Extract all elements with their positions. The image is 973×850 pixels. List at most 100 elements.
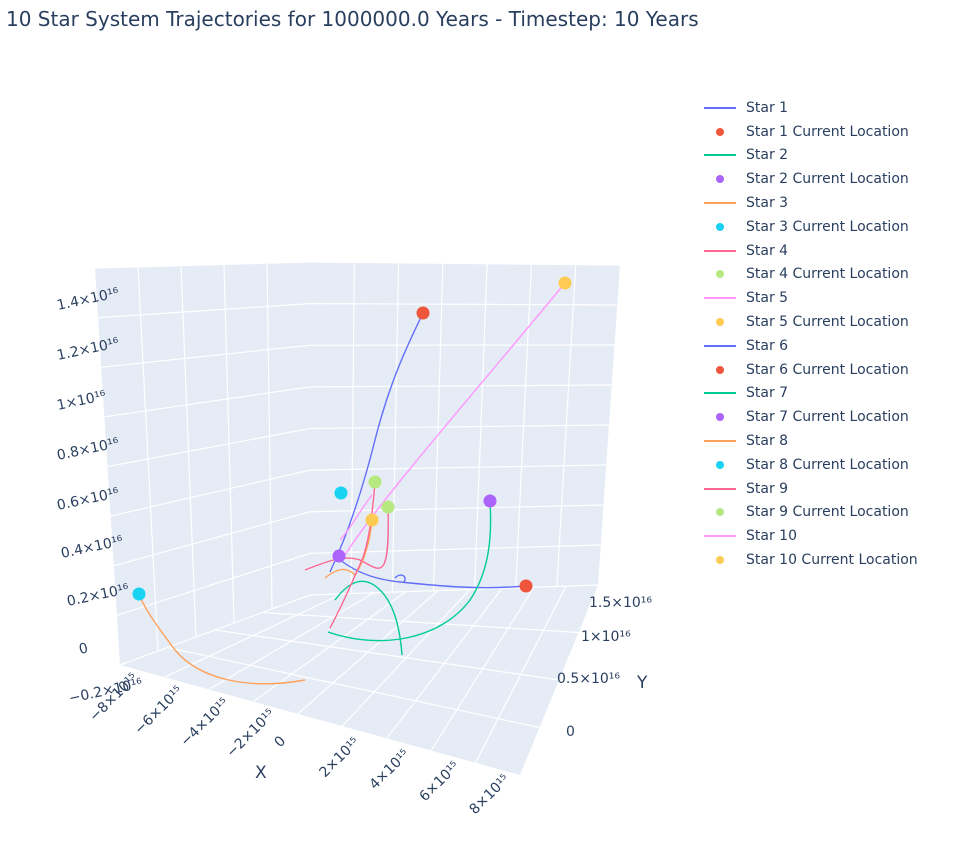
legend-item-star-9[interactable]: Star 9 — [700, 477, 970, 501]
legend-line-swatch — [700, 101, 740, 115]
legend-item-star-5[interactable]: Star 5 — [700, 286, 970, 310]
legend-line-swatch — [700, 291, 740, 305]
x-tick-label: 6×10¹⁵ — [417, 758, 463, 804]
marker-star-10-current[interactable] — [558, 276, 572, 290]
grid-line — [432, 263, 444, 591]
y-axis-title: Y — [636, 673, 648, 693]
grid-line — [223, 264, 235, 624]
trajectories — [138, 282, 566, 685]
x-tick-label: −4×10¹⁵ — [178, 695, 233, 750]
marker-star-4-current[interactable] — [368, 475, 382, 489]
grid-line — [98, 303, 311, 319]
z-tick-label: 0 — [78, 640, 90, 658]
grid-line — [309, 544, 601, 554]
grid-line — [107, 427, 311, 468]
legend-item-star-7-current[interactable]: Star 7 Current Location — [700, 405, 970, 429]
trajectory-star-10 — [344, 282, 566, 556]
legend[interactable]: Star 1 Star 1 Current Location Star 2 Star … — [700, 96, 970, 572]
chart-title: 10 Star System Trajectories for 1000000.… — [6, 7, 699, 31]
grid-line — [309, 261, 621, 266]
legend-item-star-8[interactable]: Star 8 — [700, 429, 970, 453]
y-tick-label: 0 — [566, 724, 575, 740]
grid-line — [137, 266, 159, 652]
legend-label: Star 2 — [746, 147, 789, 164]
legend-marker-swatch — [700, 267, 740, 281]
legend-line-swatch — [700, 244, 740, 258]
legend-item-star-3-current[interactable]: Star 3 Current Location — [700, 215, 970, 239]
grid-line — [104, 386, 311, 418]
trajectory-star-3 — [138, 593, 306, 685]
legend-label: Star 10 Current Location — [746, 552, 918, 569]
legend-label: Star 3 Current Location — [746, 218, 909, 235]
legend-item-star-10-current[interactable]: Star 10 Current Location — [700, 548, 970, 572]
marker-star-2-current[interactable] — [332, 549, 346, 563]
grid-line — [309, 424, 610, 430]
legend-line-swatch — [700, 339, 740, 353]
floor-plane — [120, 585, 598, 775]
grid-line — [473, 263, 488, 590]
marker-star-6-current[interactable] — [519, 579, 533, 593]
legend-item-star-10[interactable]: Star 10 — [700, 524, 970, 548]
trajectory-star-2 — [334, 580, 403, 656]
marker-star-3-current[interactable] — [132, 587, 146, 601]
x-tick-label: −2×10¹⁵ — [224, 706, 279, 761]
legend-label: Star 1 Current Location — [746, 123, 909, 140]
legend-marker-swatch — [700, 125, 740, 139]
y-tick-label: 0.5×10¹⁶ — [557, 671, 620, 687]
x-tick-label: 0 — [272, 733, 290, 751]
legend-line-swatch — [700, 386, 740, 400]
legend-item-star-1-current[interactable]: Star 1 Current Location — [700, 120, 970, 144]
grid-line — [350, 262, 355, 594]
trajectory-star-6 — [339, 559, 527, 589]
trajectory-star-6-loop — [394, 574, 406, 583]
grid-line — [180, 265, 197, 638]
grid-line — [167, 646, 540, 729]
legend-item-star-3[interactable]: Star 3 — [700, 191, 970, 215]
marker-star-5-current[interactable] — [365, 513, 379, 527]
legend-label: Star 5 — [746, 290, 789, 307]
grid-line — [391, 262, 400, 593]
trajectory-star-9 — [329, 481, 376, 629]
grid-line — [309, 384, 612, 388]
legend-label: Star 4 Current Location — [746, 266, 909, 283]
legend-label: Star 2 Current Location — [746, 171, 909, 188]
legend-item-star-2-current[interactable]: Star 2 Current Location — [700, 167, 970, 191]
grid-line — [214, 629, 560, 681]
grid-line — [262, 611, 579, 634]
legend-line-swatch — [700, 434, 740, 448]
x-tick-label: 2×10¹⁵ — [317, 734, 363, 780]
legend-line-swatch — [700, 148, 740, 162]
grid-line — [309, 464, 607, 471]
legend-item-star-4-current[interactable]: Star 4 Current Location — [700, 263, 970, 287]
legend-item-star-6[interactable]: Star 6 — [700, 334, 970, 358]
x-axis-title: X — [255, 763, 267, 783]
legend-item-star-5-current[interactable]: Star 5 Current Location — [700, 310, 970, 334]
legend-item-star-2[interactable]: Star 2 — [700, 144, 970, 168]
grid-line — [556, 264, 577, 587]
legend-line-swatch — [700, 196, 740, 210]
marker-star-8-current[interactable] — [334, 486, 348, 500]
legend-item-star-8-current[interactable]: Star 8 Current Location — [700, 453, 970, 477]
legend-label: Star 10 — [746, 528, 797, 545]
marker-star-9-current[interactable] — [381, 500, 395, 514]
legend-item-star-9-current[interactable]: Star 9 Current Location — [700, 501, 970, 525]
legend-label: Star 6 Current Location — [746, 361, 909, 378]
legend-marker-swatch — [700, 220, 740, 234]
x-tick-label: 4×10¹⁵ — [367, 746, 413, 792]
marker-star-1-current[interactable] — [416, 306, 430, 320]
marker-star-7-current[interactable] — [483, 494, 497, 508]
legend-item-star-6-current[interactable]: Star 6 Current Location — [700, 358, 970, 382]
legend-marker-swatch — [700, 363, 740, 377]
legend-marker-swatch — [700, 172, 740, 186]
legend-line-swatch — [700, 529, 740, 543]
y-axis-ticks: 0 0.5×10¹⁶ 1×10¹⁶ 1.5×10¹⁶ — [557, 595, 652, 740]
grid-line — [116, 552, 311, 616]
legend-item-star-7[interactable]: Star 7 — [700, 382, 970, 406]
legend-item-star-1[interactable]: Star 1 — [700, 96, 970, 120]
grid-line — [110, 469, 311, 517]
grid-line — [309, 303, 618, 306]
legend-marker-swatch — [700, 410, 740, 424]
legend-label: Star 5 Current Location — [746, 314, 909, 331]
legend-item-star-4[interactable]: Star 4 — [700, 239, 970, 263]
